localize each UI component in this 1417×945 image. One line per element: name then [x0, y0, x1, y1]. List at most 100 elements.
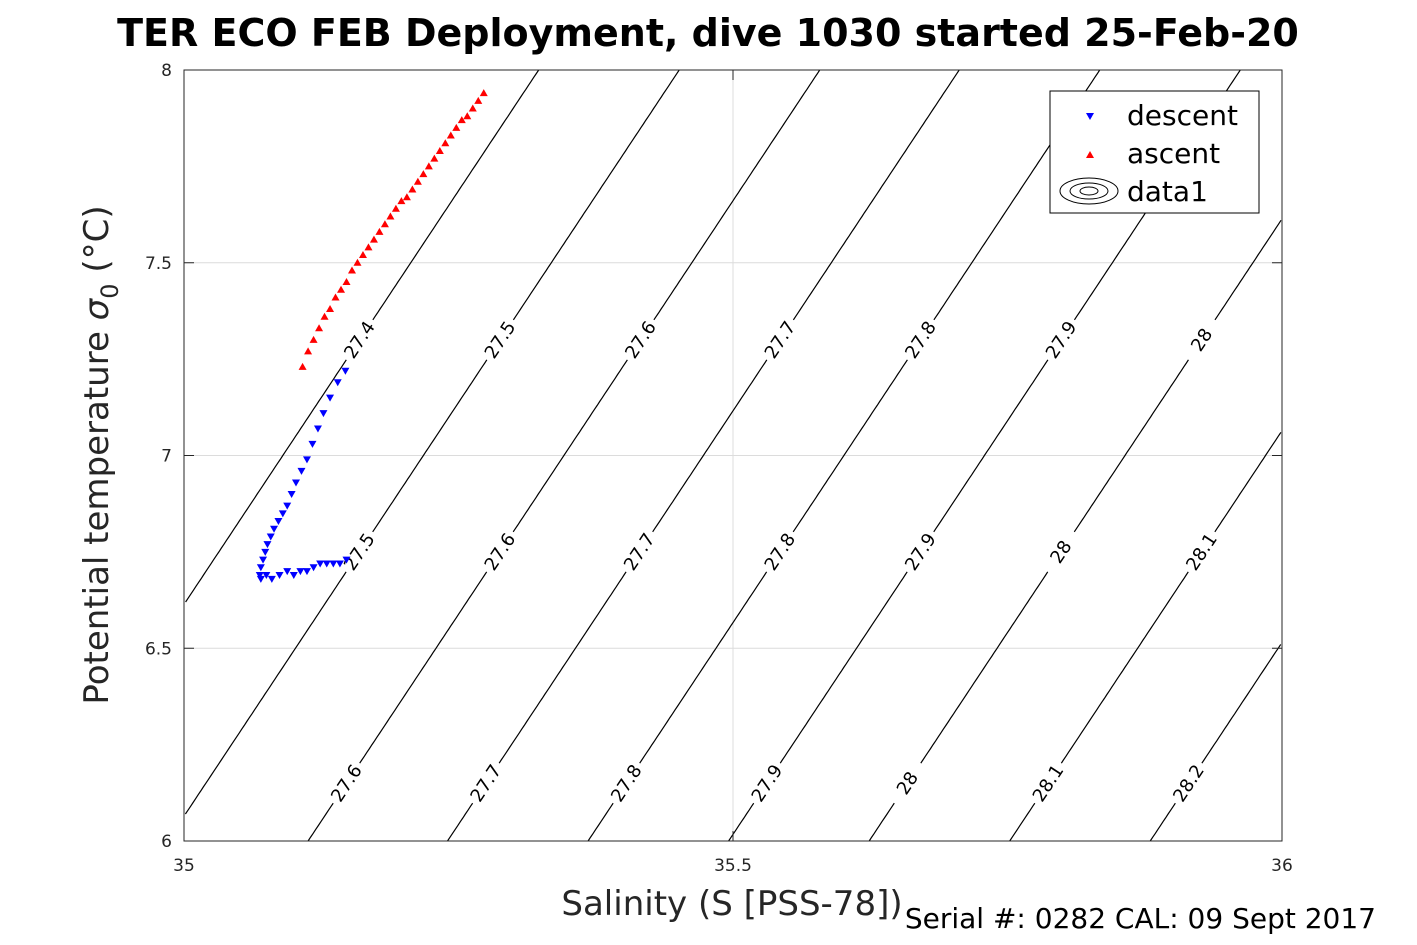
ascent-point	[331, 293, 340, 301]
y-tick-label: 6	[161, 832, 172, 852]
descent-point	[262, 572, 271, 580]
contour-label-bg	[477, 313, 523, 366]
contour-label-bg	[898, 525, 943, 578]
contour-label-bg	[324, 757, 369, 810]
contour-label-bg	[463, 757, 509, 810]
descent-point	[261, 548, 270, 556]
x-axis-label: Salinity (S [PSS-78])	[561, 884, 902, 924]
ascent-point	[364, 243, 373, 251]
y-axis-label-unit: (°C)	[77, 205, 117, 283]
contour-labels: 27.4 27.527.527.627.627.627.727.727.727.8…	[324, 313, 1225, 810]
y-tick-label: 8	[161, 61, 172, 81]
ascent-point	[326, 305, 335, 313]
contour-label-bg	[1179, 525, 1225, 578]
ascent-point	[337, 285, 346, 293]
y-tick-label: 7	[161, 447, 172, 467]
descent-point	[255, 572, 264, 580]
contour-label-bg	[337, 313, 383, 366]
descent-point	[341, 367, 350, 375]
descent-point	[291, 479, 300, 487]
ascent-point	[309, 335, 318, 343]
contour-label-bg	[757, 525, 803, 578]
contour-label-bg	[744, 757, 790, 810]
x-tick-label: 35	[173, 856, 195, 876]
contour-label-bg	[603, 757, 649, 810]
descent-point	[259, 556, 268, 564]
ascent-point	[430, 154, 439, 162]
ascent-point	[304, 347, 313, 355]
contour-label-bg	[757, 313, 803, 366]
contour-label-bg	[1038, 313, 1084, 366]
ascent-point	[369, 235, 378, 243]
contour-label-bg	[1179, 313, 1225, 366]
ascent-point	[435, 146, 444, 154]
descent-point	[266, 533, 275, 541]
ascent-point	[380, 220, 389, 228]
descent-point	[256, 564, 265, 572]
ascent-point	[375, 227, 384, 235]
descent-point	[296, 568, 305, 576]
ascent-point	[353, 258, 362, 266]
descent-point	[308, 440, 317, 448]
descent-point	[274, 518, 283, 526]
descent-point	[309, 564, 318, 572]
contour-label-bg	[477, 525, 523, 578]
descent-point	[283, 568, 292, 576]
descent-point	[313, 425, 322, 433]
ascent-point	[446, 131, 455, 139]
contour-line	[447, 69, 960, 842]
ascent-point	[441, 139, 450, 147]
y-tick-label: 6.5	[145, 639, 172, 659]
descent-point	[297, 467, 306, 475]
legend-ascent-label: ascent	[1127, 137, 1220, 170]
y-axis-label-subscript: 0	[96, 283, 124, 298]
descent-point	[329, 560, 338, 568]
descent-point	[333, 379, 342, 387]
descent-point	[302, 456, 311, 464]
ascent-point	[474, 96, 483, 104]
descent-point	[287, 491, 296, 499]
contour-label-bg	[336, 525, 382, 578]
contour-label-bg	[885, 757, 930, 810]
ascent-point	[408, 185, 417, 193]
ascent-point	[468, 104, 477, 112]
contour-line	[587, 69, 1101, 842]
descent-point	[319, 410, 328, 418]
legend: descent ascent data1	[1049, 90, 1260, 214]
chart-title: TER ECO FEB Deployment, dive 1030 starte…	[117, 11, 1299, 55]
descent-point	[335, 560, 344, 568]
contour-label-bg	[1025, 757, 1071, 810]
y-tick-label: 7.5	[145, 254, 172, 274]
descent-point	[316, 560, 325, 568]
descent-point	[275, 572, 284, 580]
contour-label-bg	[616, 525, 662, 578]
descent-point	[278, 510, 287, 518]
serial-cal-footer: Serial #: 0282 CAL: 09 Sept 2017	[905, 902, 1376, 935]
ascent-point	[452, 123, 461, 131]
y-axis-label-text: Potential temperature	[77, 320, 117, 704]
ascent-point	[386, 212, 395, 220]
ascent-point	[320, 312, 329, 320]
descent-point	[326, 394, 335, 402]
descent-point	[289, 572, 298, 580]
descent-point	[263, 541, 272, 549]
ascent-point	[397, 197, 406, 205]
legend-contour-icon	[1059, 177, 1119, 205]
descent-point	[322, 560, 331, 568]
ascent-point	[457, 116, 466, 124]
ascent-point	[315, 324, 324, 332]
descent-point	[256, 575, 265, 583]
ascent-point	[298, 362, 307, 370]
y-axis-label-sigma: σ	[77, 297, 117, 320]
ascent-point	[419, 170, 428, 178]
legend-descent-label: descent	[1127, 99, 1238, 132]
contour-label-bg	[898, 313, 944, 366]
contour-line	[307, 69, 821, 842]
ascent-point	[479, 89, 488, 97]
data-points	[255, 89, 488, 583]
descent-point	[302, 568, 311, 576]
ascent-point	[413, 177, 422, 185]
ascent-point	[358, 251, 367, 259]
contour-label-bg	[1166, 757, 1212, 810]
ascent-point	[391, 204, 400, 212]
